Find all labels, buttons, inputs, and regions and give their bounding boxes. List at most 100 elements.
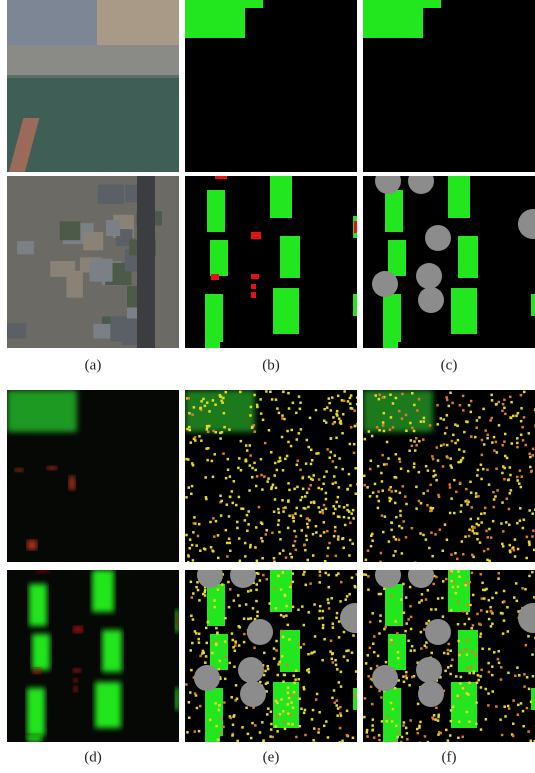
point <box>266 713 269 716</box>
point <box>264 442 267 445</box>
point <box>323 521 326 524</box>
point <box>390 416 393 419</box>
point <box>480 633 483 636</box>
point <box>202 652 205 655</box>
point <box>516 442 519 445</box>
point <box>409 719 412 722</box>
point <box>506 457 509 460</box>
point <box>338 516 341 519</box>
point <box>262 739 265 742</box>
point <box>314 635 317 638</box>
point <box>247 733 250 736</box>
point <box>298 395 301 398</box>
point <box>504 433 507 436</box>
segment <box>363 0 423 38</box>
point <box>370 686 373 689</box>
point <box>452 434 455 437</box>
point <box>418 440 421 443</box>
point <box>396 632 399 635</box>
point <box>288 638 291 641</box>
segment <box>73 686 78 692</box>
point <box>477 517 480 520</box>
point <box>350 512 353 515</box>
point <box>477 469 480 472</box>
point <box>483 550 486 553</box>
point <box>469 581 472 584</box>
point <box>318 711 321 714</box>
point <box>366 486 369 489</box>
point <box>189 691 192 694</box>
point <box>278 575 281 578</box>
point <box>322 627 325 630</box>
point <box>426 504 429 507</box>
point <box>371 435 374 438</box>
point <box>332 626 335 629</box>
point <box>263 652 266 655</box>
point <box>332 505 335 508</box>
point <box>318 478 321 481</box>
point <box>515 582 518 585</box>
point <box>190 669 193 672</box>
point <box>211 652 214 655</box>
point <box>238 537 241 540</box>
point <box>491 597 494 600</box>
point <box>530 701 533 704</box>
point <box>273 657 276 660</box>
point <box>308 611 311 614</box>
point <box>343 516 346 519</box>
point <box>500 522 503 525</box>
point <box>338 681 341 684</box>
point <box>468 535 471 538</box>
mask-disc <box>240 681 266 707</box>
point <box>386 441 389 444</box>
point <box>519 469 522 472</box>
point <box>299 401 302 404</box>
point <box>387 716 390 719</box>
point <box>373 651 376 654</box>
point <box>456 425 459 428</box>
point <box>198 730 201 733</box>
point <box>458 654 461 657</box>
point <box>512 415 515 418</box>
point <box>217 588 220 591</box>
point <box>531 535 534 538</box>
point <box>200 400 203 403</box>
point <box>488 483 491 486</box>
point <box>292 707 295 710</box>
point <box>464 584 467 587</box>
point <box>274 474 277 477</box>
point <box>405 675 408 678</box>
point <box>394 502 397 505</box>
point <box>450 665 453 668</box>
point <box>267 707 270 710</box>
point <box>188 716 191 719</box>
point <box>245 603 248 606</box>
point <box>378 398 381 401</box>
point <box>405 622 408 625</box>
point <box>474 436 477 439</box>
point <box>336 410 339 413</box>
point <box>470 666 473 669</box>
point <box>287 527 290 530</box>
point <box>480 686 483 689</box>
point <box>503 600 506 603</box>
point <box>443 443 446 446</box>
point <box>218 704 221 707</box>
point <box>185 458 188 461</box>
point <box>395 725 398 728</box>
point <box>246 449 249 452</box>
point <box>310 463 313 466</box>
point <box>210 546 213 549</box>
point <box>304 495 307 498</box>
mask-disc <box>416 657 442 683</box>
point <box>191 544 194 547</box>
point <box>506 498 509 501</box>
point <box>371 703 374 706</box>
point <box>254 546 257 549</box>
point <box>251 722 254 725</box>
point <box>284 506 287 509</box>
point <box>391 522 394 525</box>
point <box>392 554 395 557</box>
point <box>200 407 203 410</box>
point <box>523 416 526 419</box>
